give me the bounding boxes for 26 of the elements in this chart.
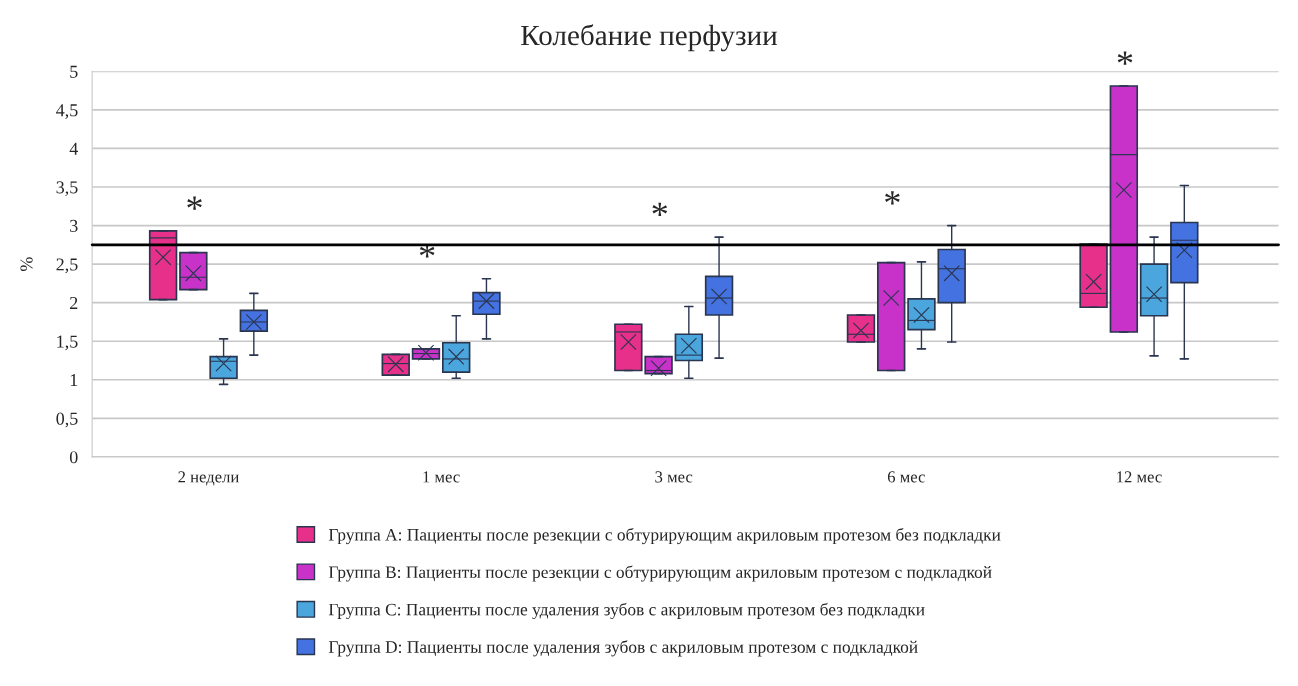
chart-title: Колебание перфузии: [521, 24, 778, 52]
y-tick-label: 1: [70, 374, 78, 387]
x-tick-label: 2 недели: [178, 471, 239, 486]
y-tick-label: 5: [70, 65, 78, 78]
annotation: *: [187, 196, 202, 210]
y-tick-label: 0: [69, 451, 78, 464]
legend-label: Группа А: Пациенты после резекции с обтурирующим акриловым протезом без подкладки: [328, 527, 1001, 545]
x-tick-label: 6 мес: [887, 471, 925, 483]
y-tick-label: 4: [69, 142, 78, 155]
y-tick-label: 4,5: [56, 104, 78, 119]
x-tick-label: 12 мес: [1117, 471, 1162, 483]
y-tick-label: 3: [70, 219, 78, 232]
y-tick-label: 2: [70, 296, 78, 309]
legend-label: Группа В: Пациенты после резекции с обтурирующим акриловым протезом с подкладкой: [328, 565, 992, 582]
y-tick-label: 2,5: [56, 258, 78, 274]
x-tick-label: 1 мес: [423, 471, 460, 483]
y-tick-label: 3,5: [56, 181, 78, 197]
annotation: *: [885, 191, 900, 205]
y-axis-title: %: [20, 257, 33, 272]
legend-label: Группа С: Пациенты после удаления зубов с акриловым протезом без подкладки: [328, 602, 925, 620]
x-tick-label: 3 мес: [655, 471, 693, 483]
text: *: [1117, 51, 1133, 65]
annotation: *: [652, 202, 668, 216]
legend-label: Группа D: Пациенты после удаления зубов с акриловым протезом с подкладкой: [328, 640, 918, 657]
y-tick-label: 1,5: [57, 335, 78, 351]
y-tick-label: 0,5: [56, 412, 78, 428]
